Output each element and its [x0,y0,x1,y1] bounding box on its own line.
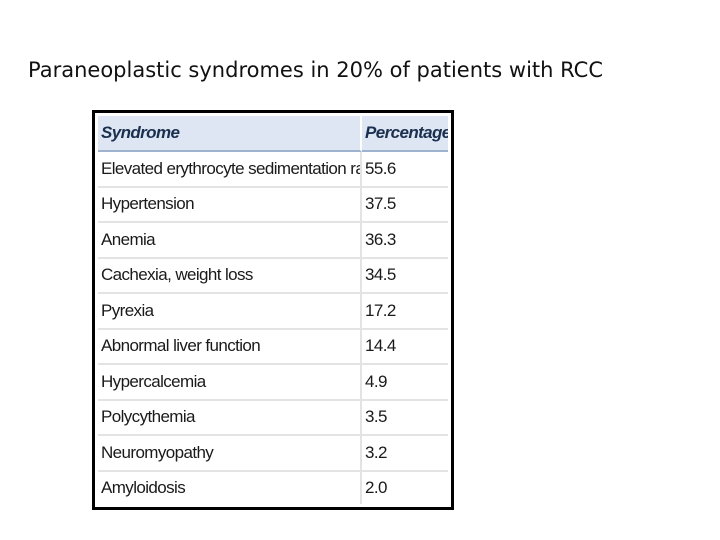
table-row: Hypertension 37.5 [98,187,448,224]
percentage-cell: 2.0 [365,477,387,497]
table-row: Hypercalcemia 4.9 [98,365,448,401]
table-row: Amyloidosis 2.0 [98,471,448,504]
percentage-cell: 3.2 [362,436,448,472]
table-row: Polycythemia 3.5 [98,400,448,437]
table-header-row: Syndrome Percentage [98,116,448,152]
syndrome-cell: Hypertension [98,187,362,224]
table-row: Elevated erythrocyte sedimentation rate … [98,152,448,188]
column-header-syndrome: Syndrome [98,116,362,152]
column-header-percentage: Percentage [362,116,448,152]
syndrome-cell: Cachexia, weight loss [98,258,362,295]
syndrome-cell: Polycythemia [98,400,362,437]
syndrome-table-frame: Syndrome Percentage Elevated erythrocyte… [92,110,454,510]
table-row: Cachexia, weight loss 34.5 [98,258,448,295]
percentage-cell: 55.6 [362,152,448,188]
table-row: Neuromyopathy 3.2 [98,436,448,472]
percentage-cell: 36.3 [362,223,448,259]
percentage-cell: 17.2 [362,294,448,330]
syndrome-cell: Elevated erythrocyte sedimentation rate [98,152,362,188]
syndrome-cell: Anemia [98,223,362,259]
syndrome-cell: Hypercalcemia [98,365,362,401]
table-row: Pyrexia 17.2 [98,294,448,330]
syndrome-cell: Pyrexia [98,294,362,330]
percentage-cell: 14.4 [362,330,448,366]
syndrome-cell: Amyloidosis [98,471,362,504]
syndrome-cell: Abnormal liver function [98,329,362,366]
table-row: Abnormal liver function 14.4 [98,329,448,366]
percentage-cell: 4.9 [362,365,448,401]
percentage-cell: 3.5 [362,401,448,437]
percentage-cell: 37.5 [362,188,448,224]
syndrome-cell: Neuromyopathy [98,436,362,472]
percentage-cell: 34.5 [362,259,448,295]
table-row: Anemia 36.3 [98,223,448,259]
syndrome-table: Syndrome Percentage Elevated erythrocyte… [98,116,448,504]
slide-title: Paraneoplastic syndromes in 20% of patie… [28,58,603,82]
